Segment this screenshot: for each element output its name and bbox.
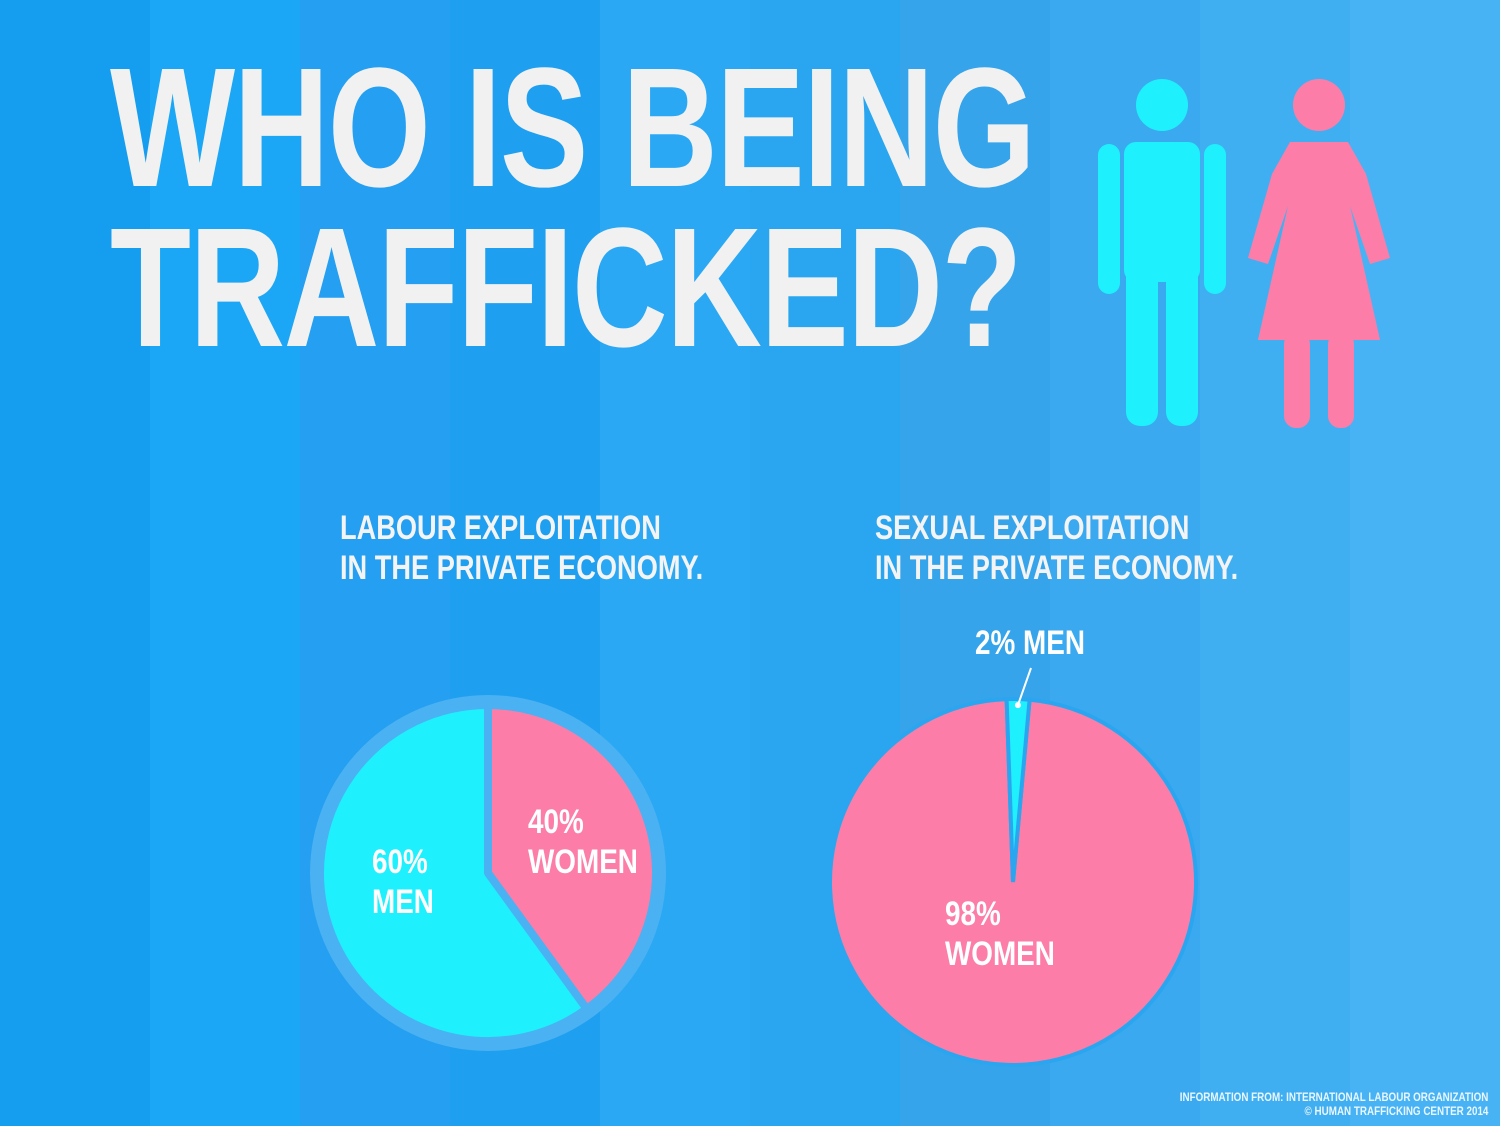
sexual-chart-title-line-2: IN THE PRIVATE ECONOMY.: [875, 549, 1239, 587]
sexual-chart-title: SEXUAL EXPLOITATION IN THE PRIVATE ECONO…: [875, 508, 1238, 588]
callout-line: [1016, 667, 1032, 706]
slice-label-men-percent: 60%: [372, 842, 428, 880]
pie-slice-men: [1004, 697, 1032, 883]
slice-label-men: MEN: [372, 882, 434, 920]
labour-chart-title-line-1: LABOUR EXPLOITATION: [340, 509, 661, 547]
title-line-1: WHO IS BEING: [110, 33, 1036, 223]
labour-chart-title: LABOUR EXPLOITATION IN THE PRIVATE ECONO…: [340, 508, 703, 588]
source-line-2: © HUMAN TRAFFICKING CENTER 2014: [1304, 1104, 1488, 1118]
pie-slice-women: [484, 701, 660, 1013]
woman-figure-icon: [1248, 79, 1390, 428]
labour-pie-chart: 40%WOMEN 60%MEN: [310, 695, 666, 1051]
sexual-pie-chart: 2% MEN 98%WOMEN: [828, 623, 1198, 1067]
background-band: [150, 0, 300, 1126]
slice-label-women: WOMEN: [528, 842, 638, 880]
source-credit: INFORMATION FROM: INTERNATIONAL LABOUR O…: [1179, 1090, 1488, 1118]
sexual-chart-title-line-1: SEXUAL EXPLOITATION: [875, 509, 1190, 547]
background-band: [1350, 0, 1500, 1126]
title-line-2: TRAFFICKED?: [110, 193, 1022, 383]
slice-label-women-percent: 40%: [528, 802, 584, 840]
callout-dot: [1014, 702, 1021, 709]
slice-label-women-percent: 98%: [945, 894, 1001, 932]
slice-label-women: WOMEN: [945, 934, 1055, 972]
background-band: [0, 0, 150, 1126]
source-line-1: INFORMATION FROM: INTERNATIONAL LABOUR O…: [1179, 1090, 1488, 1104]
pie-slice-men: [316, 701, 591, 1045]
page-title: WHO IS BEING TRAFFICKED?: [110, 33, 1036, 383]
labour-chart-title-line-2: IN THE PRIVATE ECONOMY.: [340, 549, 704, 587]
man-figure-icon: [1098, 79, 1226, 426]
slice-label-men: 2% MEN: [975, 623, 1085, 661]
